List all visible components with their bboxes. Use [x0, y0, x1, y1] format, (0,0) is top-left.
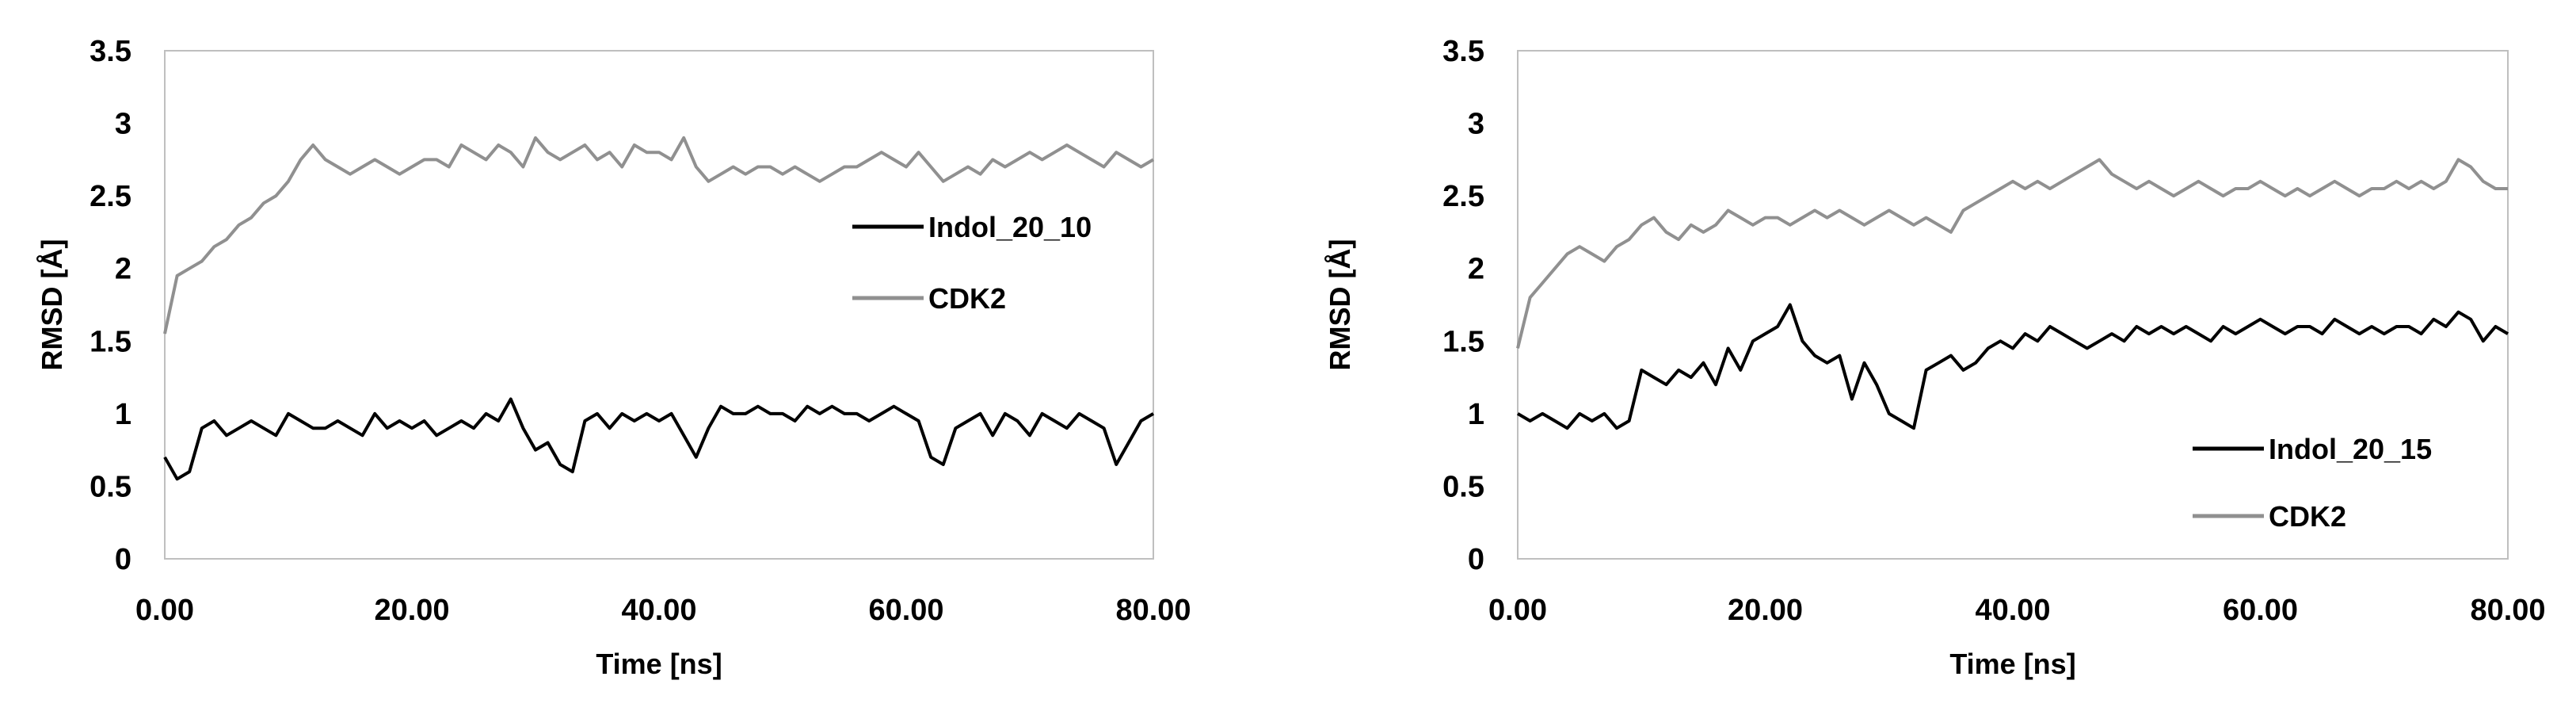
chart-svg: 0 0.5 1 1.5 2 2.5 3 3.5 0.00 20.00 40.00 60.00 80.00…	[36, 35, 1191, 680]
y-tick-label: 1.5	[90, 325, 131, 358]
x-tick-label: 40.00	[1975, 594, 2050, 627]
plot-area-frame	[164, 50, 1154, 560]
rmsd-chart-indol-20-15: 0 0.5 1 1.5 2 2.5 3 3.5 0.00 20.00 40.00 60.00 80.00…	[1288, 0, 2576, 711]
y-tick-label: 0	[1468, 543, 1484, 576]
y-axis-title: RMSD [Å]	[1324, 239, 1356, 371]
y-axis-title: RMSD [Å]	[36, 239, 68, 371]
x-tick-label: 80.00	[2470, 594, 2545, 627]
legend-label: CDK2	[928, 282, 1006, 315]
x-axis-title: Time [ns]	[596, 648, 722, 680]
y-tick-label: 3.5	[90, 35, 131, 68]
series-line-cdk2	[1516, 158, 2508, 349]
legend-label: Indol_20_15	[2269, 433, 2432, 465]
series-line-cdk2	[163, 136, 1155, 334]
x-tick-label: 0.00	[135, 594, 194, 627]
legend-label: Indol_20_10	[928, 211, 1092, 243]
x-tick-label: 20.00	[374, 594, 449, 627]
x-tick-label: 80.00	[1115, 594, 1191, 627]
y-tick-label: 0	[115, 543, 131, 576]
x-tick-label: 0.00	[1488, 594, 1547, 627]
y-tick-label: 3	[1468, 108, 1484, 141]
y-tick-label: 1	[115, 398, 131, 431]
plot-area-frame	[1517, 50, 2509, 560]
rmsd-chart-indol-20-10: 0 0.5 1 1.5 2 2.5 3 3.5 0.00 20.00 40.00 60.00 80.00…	[36, 35, 1191, 680]
y-tick-label: 1	[1468, 398, 1484, 431]
chart-svg: 0 0.5 1 1.5 2 2.5 3 3.5 0.00 20.00 40.00 60.00 80.00…	[1324, 35, 2546, 680]
series-line-indol-20-15	[1516, 303, 2509, 430]
x-tick-label: 60.00	[2223, 594, 2298, 627]
y-tick-label: 1.5	[1442, 325, 1484, 358]
x-tick-label: 60.00	[868, 594, 943, 627]
y-tick-label: 2	[1468, 253, 1484, 286]
x-tick-label: 20.00	[1728, 594, 1803, 627]
y-tick-label: 3.5	[1442, 35, 1484, 68]
y-tick-label: 3	[115, 108, 131, 141]
series-line-indol-20-10	[163, 397, 1155, 481]
y-tick-label: 0.5	[90, 470, 131, 503]
x-tick-label: 40.00	[621, 594, 696, 627]
y-tick-label: 2.5	[1442, 180, 1484, 213]
y-tick-label: 2	[115, 253, 131, 286]
x-axis-title: Time [ns]	[1949, 648, 2075, 680]
y-tick-label: 2.5	[90, 180, 131, 213]
legend-label: CDK2	[2269, 500, 2346, 533]
y-tick-label: 0.5	[1442, 470, 1484, 503]
